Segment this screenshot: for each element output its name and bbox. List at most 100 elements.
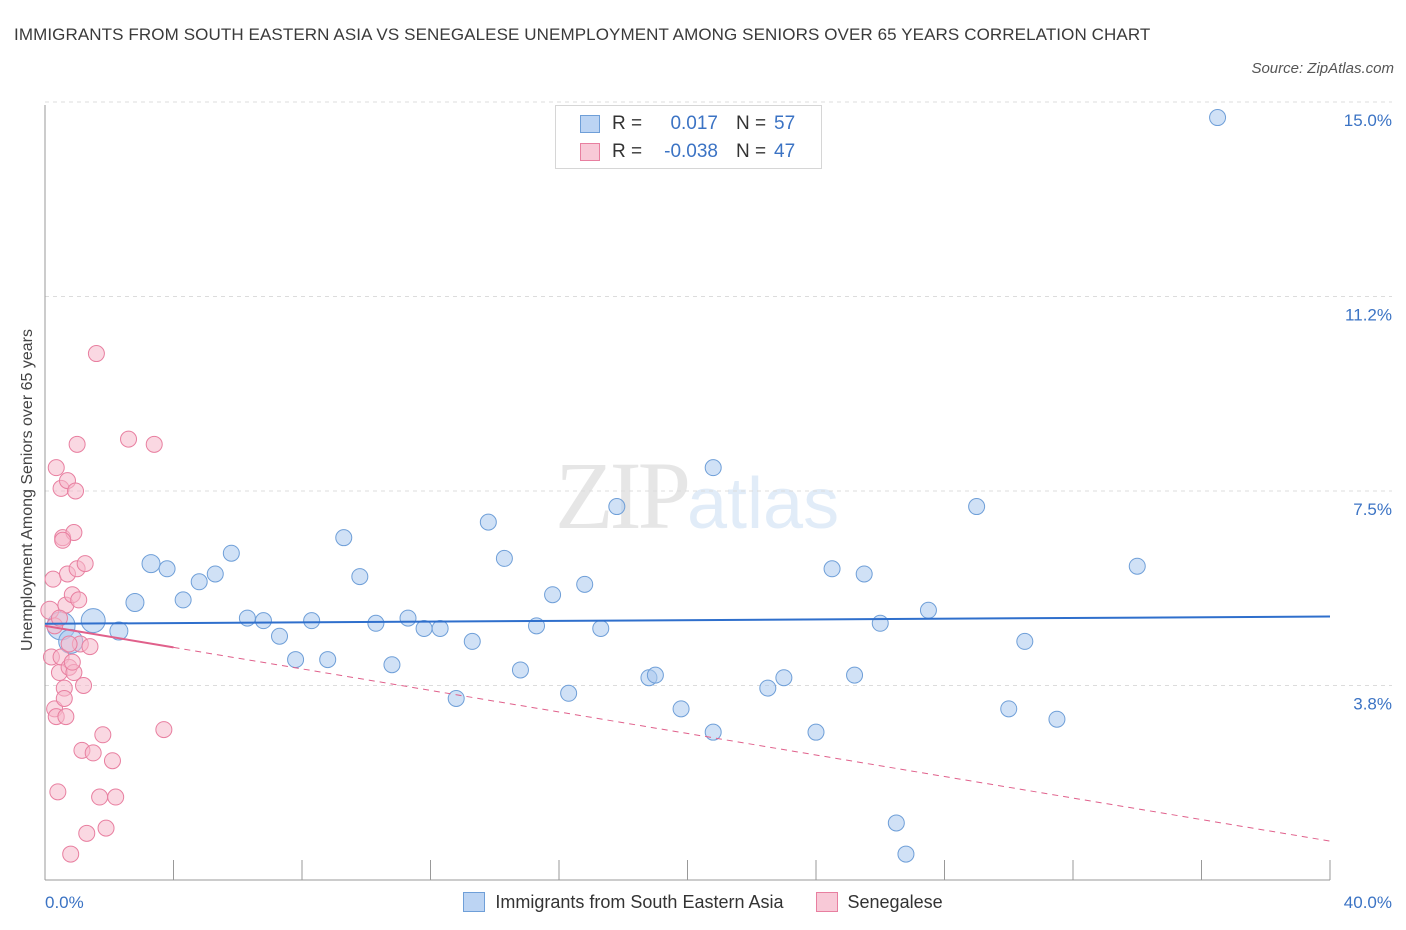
data-point-pink xyxy=(155,721,173,739)
chart-title: IMMIGRANTS FROM SOUTH EASTERN ASIA VS SE… xyxy=(14,25,1151,44)
source-label: Source: ZipAtlas.com xyxy=(1251,60,1394,77)
data-point-pink xyxy=(107,788,125,806)
data-point-blue xyxy=(158,560,176,578)
data-point-blue xyxy=(560,684,578,702)
series-swatch-pink xyxy=(815,892,838,912)
data-point-pink xyxy=(84,744,102,762)
data-point-blue xyxy=(383,656,401,674)
legend-swatch-blue xyxy=(580,115,600,133)
legend-n-value: 57 xyxy=(774,113,796,134)
data-point-pink xyxy=(63,653,81,671)
data-point-blue xyxy=(646,666,664,684)
legend-row-pink: R = -0.038 N = 47 xyxy=(580,139,795,165)
y-axis-label: Unemployment Among Seniors over 65 years xyxy=(19,329,36,651)
data-point-blue xyxy=(1000,700,1018,718)
data-point-pink xyxy=(62,845,80,863)
data-point-pink xyxy=(70,591,88,609)
data-point-blue xyxy=(367,614,385,632)
correlation-legend: R = 0.017 N = 57 R = -0.038 N = 47 xyxy=(555,105,822,169)
watermark: ZIPatlas xyxy=(555,440,839,551)
watermark-atlas: atlas xyxy=(687,464,840,544)
trend-line-pink-dashed xyxy=(173,646,1331,842)
data-point-blue xyxy=(80,608,106,634)
data-point-blue xyxy=(190,573,208,591)
data-point-blue xyxy=(672,700,690,718)
legend-n-label: N = xyxy=(736,141,767,162)
data-point-blue xyxy=(351,568,369,586)
data-point-pink xyxy=(55,689,73,707)
data-point-blue xyxy=(823,560,841,578)
data-point-pink xyxy=(47,459,65,477)
data-point-blue xyxy=(968,498,986,516)
data-point-pink xyxy=(75,677,93,694)
legend-swatch-pink xyxy=(580,143,600,161)
data-point-blue xyxy=(319,651,337,669)
y-tick-label: 11.2% xyxy=(1345,306,1392,325)
data-point-pink xyxy=(81,638,99,656)
data-point-blue xyxy=(206,565,224,583)
x-tick-label: 0.0% xyxy=(45,893,84,912)
data-point-pink xyxy=(54,531,72,549)
data-point-blue xyxy=(919,601,937,619)
y-tick-label: 7.5% xyxy=(1353,500,1392,519)
data-point-blue xyxy=(254,612,272,630)
data-point-blue xyxy=(335,529,353,547)
data-point-pink xyxy=(57,708,75,726)
data-point-blue xyxy=(431,619,449,637)
data-point-blue xyxy=(495,549,513,567)
data-point-blue xyxy=(871,614,889,632)
data-point-blue xyxy=(1016,632,1034,650)
data-point-blue xyxy=(174,591,192,609)
data-point-blue xyxy=(807,723,825,741)
data-point-pink xyxy=(120,430,138,448)
data-point-blue xyxy=(544,586,562,604)
data-point-blue xyxy=(463,632,481,650)
legend-n-value: 47 xyxy=(774,141,796,162)
data-point-blue xyxy=(415,619,433,637)
data-point-blue xyxy=(1048,710,1066,728)
data-point-pink xyxy=(76,555,94,573)
legend-r-label: R = xyxy=(612,113,643,134)
trend-line-pink xyxy=(44,624,174,649)
data-point-pink xyxy=(49,783,67,801)
data-point-blue xyxy=(1209,109,1227,127)
data-point-blue xyxy=(887,814,905,832)
data-point-pink xyxy=(97,819,115,837)
data-point-blue xyxy=(855,565,873,583)
data-point-blue xyxy=(109,621,129,641)
data-point-blue xyxy=(775,669,793,687)
y-tick-label: 15.0% xyxy=(1344,111,1392,130)
data-point-blue xyxy=(222,544,240,562)
data-point-pink xyxy=(68,435,86,453)
y-tick-label: 3.8% xyxy=(1353,695,1392,714)
data-point-blue xyxy=(303,612,321,630)
data-point-pink xyxy=(44,570,62,588)
data-point-blue xyxy=(1128,557,1146,575)
trend-line-blue xyxy=(44,615,1331,625)
data-point-blue xyxy=(592,619,610,637)
x-tick-label: 40.0% xyxy=(1344,893,1392,912)
data-point-blue xyxy=(287,651,305,669)
data-point-blue xyxy=(608,498,626,516)
data-point-blue xyxy=(704,459,722,477)
data-point-pink xyxy=(94,726,112,744)
data-point-blue xyxy=(271,627,289,645)
series-legend: Immigrants from South Eastern Asia Seneg… xyxy=(0,888,1406,916)
data-point-blue xyxy=(846,666,864,684)
legend-row-blue: R = 0.017 N = 57 xyxy=(580,111,795,137)
data-point-pink xyxy=(103,752,121,770)
data-point-blue xyxy=(141,554,161,574)
data-point-blue xyxy=(576,575,594,593)
data-point-pink xyxy=(91,788,109,806)
series-legend-item-blue: Immigrants from South Eastern Asia xyxy=(463,892,784,913)
data-point-blue xyxy=(704,723,722,741)
series-label-pink: Senegalese xyxy=(847,891,943,912)
legend-r-value: 0.017 xyxy=(670,113,718,134)
data-point-pink xyxy=(78,824,96,842)
data-point-blue xyxy=(125,593,145,613)
data-point-pink xyxy=(50,609,68,627)
data-point-blue xyxy=(897,845,915,863)
y-axis-label-wrap: Unemployment Among Seniors over 65 years xyxy=(16,240,40,740)
data-point-pink xyxy=(67,482,85,500)
